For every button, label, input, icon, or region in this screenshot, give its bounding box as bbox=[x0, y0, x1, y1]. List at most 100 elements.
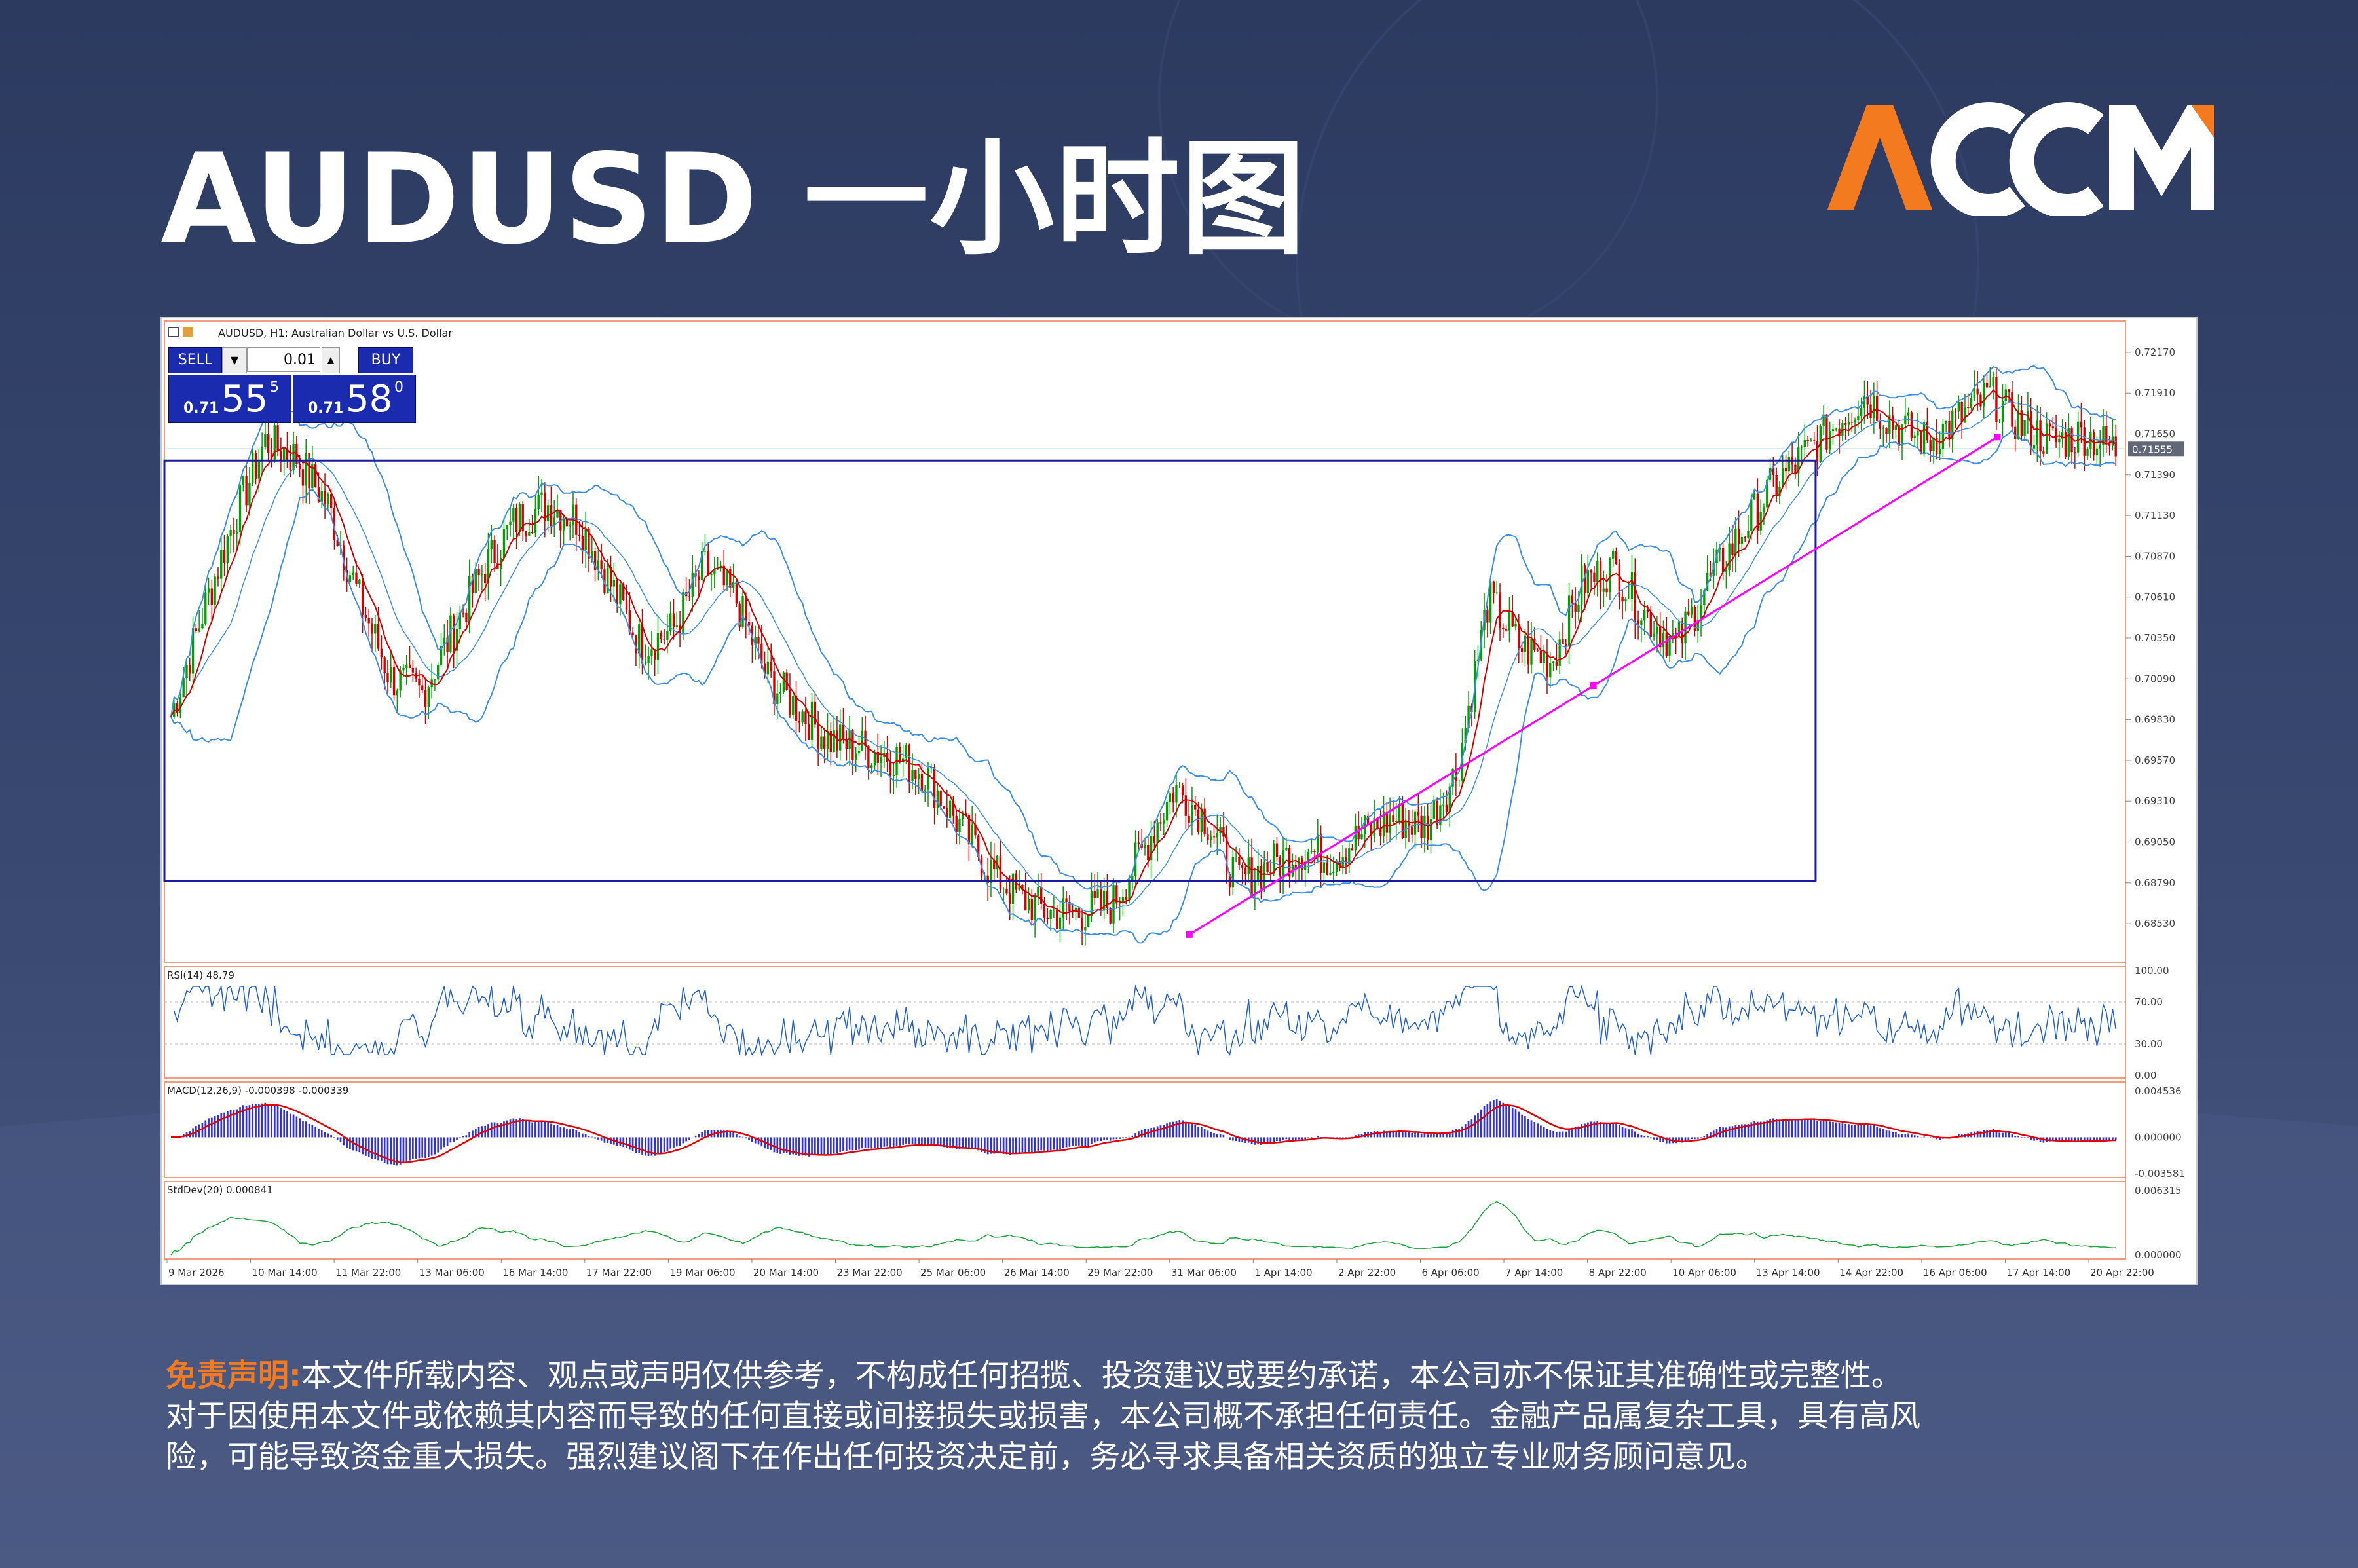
candle-body bbox=[355, 572, 358, 584]
candle-body bbox=[656, 633, 660, 660]
candle-body bbox=[1936, 438, 1938, 455]
candle-body bbox=[943, 806, 945, 809]
candle-body bbox=[1024, 889, 1027, 911]
candle-body bbox=[833, 730, 835, 753]
candle-body bbox=[1555, 661, 1558, 666]
candle-body bbox=[546, 505, 550, 522]
candle-body bbox=[226, 536, 229, 563]
candle-body bbox=[217, 576, 219, 579]
candle-body bbox=[597, 560, 600, 570]
moving-average-line bbox=[170, 389, 2116, 916]
candle-body bbox=[1665, 633, 1668, 657]
macd-tick-label: -0.003581 bbox=[2135, 1168, 2185, 1180]
date-tick-label: 31 Mar 06:00 bbox=[1171, 1267, 1237, 1279]
candle-body bbox=[1385, 811, 1389, 833]
candle-body bbox=[1495, 592, 1498, 594]
candle-body bbox=[688, 596, 691, 597]
candle-body bbox=[1282, 850, 1284, 876]
candle-body bbox=[1376, 817, 1379, 829]
candle-body bbox=[1514, 623, 1517, 627]
candle-body bbox=[1656, 627, 1658, 634]
chart-window[interactable]: AUDUSD, H1: Australian Dollar vs U.S. Do… bbox=[160, 317, 2198, 1285]
date-tick-label: 13 Mar 06:00 bbox=[419, 1267, 485, 1279]
price-tick-label: 0.71130 bbox=[2135, 510, 2175, 521]
candle-body bbox=[1744, 536, 1746, 539]
candle-body bbox=[1216, 833, 1219, 838]
candle-body bbox=[1740, 536, 1744, 544]
candle-body bbox=[899, 747, 901, 762]
candle-body bbox=[1508, 612, 1511, 631]
lot-dropdown-icon[interactable]: ▼ bbox=[222, 347, 247, 373]
buy-price-box[interactable]: 0.71 58 0 bbox=[293, 375, 416, 423]
candle-body bbox=[2105, 425, 2108, 443]
candle-body bbox=[1298, 858, 1300, 869]
candle-body bbox=[440, 646, 443, 665]
candle-body bbox=[1169, 793, 1172, 802]
candle-body bbox=[1144, 844, 1146, 848]
candle-body bbox=[1172, 793, 1174, 803]
candle-body bbox=[2011, 392, 2013, 427]
lot-increase-icon[interactable]: ▲ bbox=[322, 347, 340, 373]
candle-body bbox=[584, 529, 587, 550]
candle-body bbox=[390, 666, 392, 682]
sell-button[interactable]: SELL bbox=[168, 347, 222, 373]
candle-body bbox=[663, 639, 665, 640]
candle-body bbox=[2064, 432, 2067, 457]
price-tick-label: 0.69050 bbox=[2135, 836, 2175, 848]
one-click-trading-panel[interactable]: SELL ▼ 0.01 ▲ BUY 0.71 55 5 0.71 58 0 bbox=[168, 347, 569, 423]
candle-body bbox=[1448, 786, 1451, 812]
candle-body bbox=[2055, 428, 2057, 443]
stddev-label: StdDev(20) 0.000841 bbox=[167, 1184, 273, 1196]
price-tick-label: 0.69310 bbox=[2135, 795, 2175, 807]
candle-body bbox=[977, 835, 980, 857]
candle-body bbox=[531, 532, 534, 534]
chart-canvas[interactable]: AUDUSD, H1: Australian Dollar vs U.S. Do… bbox=[162, 318, 2196, 1284]
candle-body bbox=[1932, 438, 1935, 451]
candle-body bbox=[320, 491, 323, 503]
candle-body bbox=[1313, 851, 1316, 853]
candle-body bbox=[1565, 643, 1567, 646]
candle-body bbox=[1850, 422, 1853, 423]
buy-button[interactable]: BUY bbox=[358, 347, 413, 373]
candle-body bbox=[544, 492, 546, 522]
sell-price-box[interactable]: 0.71 55 5 bbox=[168, 375, 291, 423]
candle-body bbox=[971, 824, 973, 845]
candle-body bbox=[1137, 842, 1140, 844]
candle-body bbox=[738, 603, 741, 628]
candle-body bbox=[939, 790, 942, 807]
candle-body bbox=[785, 672, 788, 690]
candle-body bbox=[1772, 468, 1775, 475]
candle-body bbox=[1244, 867, 1247, 874]
candle-body bbox=[515, 508, 518, 532]
candle-body bbox=[1351, 848, 1354, 851]
candle-body bbox=[1596, 560, 1599, 582]
candle-body bbox=[993, 860, 996, 870]
price-tick-label: 0.71390 bbox=[2135, 469, 2175, 481]
candle-body bbox=[1737, 528, 1740, 544]
candle-body bbox=[1684, 611, 1687, 644]
candle-body bbox=[2045, 423, 2048, 454]
candle-body bbox=[1571, 595, 1574, 604]
candle-body bbox=[2108, 442, 2111, 446]
candle-body bbox=[336, 540, 339, 546]
candle-body bbox=[1445, 804, 1448, 812]
candle-body bbox=[1662, 633, 1665, 648]
candle-body bbox=[861, 730, 863, 751]
candle-body bbox=[2017, 410, 2020, 439]
candle-body bbox=[1700, 605, 1702, 620]
date-tick-label: 8 Apr 22:00 bbox=[1589, 1267, 1647, 1279]
candle-body bbox=[1888, 415, 1891, 434]
candle-body bbox=[1530, 638, 1533, 665]
candle-body bbox=[1241, 865, 1244, 868]
candle-body bbox=[588, 529, 590, 559]
candle-body bbox=[729, 569, 732, 588]
lot-size-input[interactable]: 0.01 bbox=[247, 347, 320, 372]
candle-body bbox=[1907, 412, 1910, 416]
candle-body bbox=[273, 425, 276, 460]
candle-body bbox=[1279, 857, 1281, 876]
buy-price-small: 0.71 bbox=[308, 400, 344, 417]
candle-body bbox=[2076, 421, 2080, 453]
price-tick-label: 0.72170 bbox=[2135, 346, 2175, 358]
candle-body bbox=[1586, 570, 1590, 593]
candle-body bbox=[1784, 468, 1787, 472]
